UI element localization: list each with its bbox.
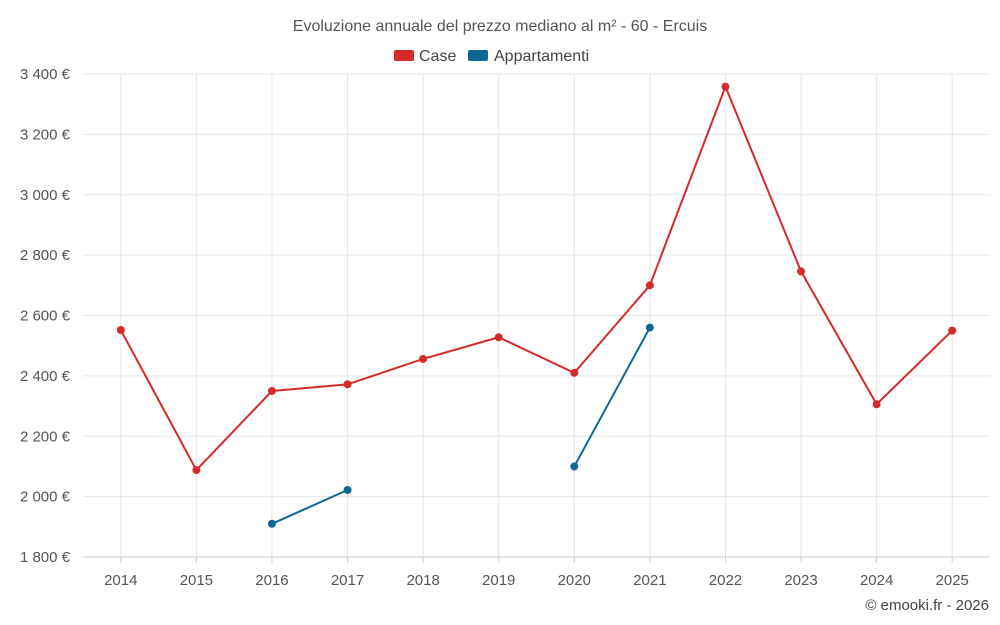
y-tick-label: 3 200 € (20, 126, 71, 143)
x-tick-label: 2017 (331, 572, 364, 589)
x-tick-label: 2014 (104, 572, 137, 589)
data-point-case[interactable] (645, 281, 654, 290)
data-point-case[interactable] (797, 267, 806, 276)
data-point-case[interactable] (872, 400, 881, 409)
data-point-appartamenti[interactable] (570, 462, 579, 471)
x-tick-label: 2022 (709, 572, 742, 589)
y-tick-label: 2 400 € (20, 368, 71, 385)
data-point-case[interactable] (948, 326, 957, 335)
y-tick-label: 2 000 € (20, 489, 71, 506)
data-point-case[interactable] (570, 368, 579, 377)
y-tick-label: 1 800 € (20, 549, 71, 566)
legend-label-appartamenti: Appartamenti (494, 48, 589, 65)
data-point-case[interactable] (419, 354, 428, 363)
series-points (116, 82, 957, 528)
data-point-appartamenti[interactable] (645, 323, 654, 332)
y-tick-label: 2 200 € (20, 428, 71, 445)
y-axis-ticks: 1 800 € 2 000 € 2 200 € 2 400 € 2 600 € 2 800… (20, 66, 71, 566)
data-point-appartamenti[interactable] (267, 519, 276, 528)
x-tick-label: 2016 (255, 572, 288, 589)
series-line-appartamenti (573, 327, 651, 467)
x-tick-label: 2020 (558, 572, 591, 589)
y-tick-label: 2 800 € (20, 247, 71, 264)
x-tick-label: 2024 (860, 572, 893, 589)
series-line-appartamenti (271, 489, 348, 525)
credit-text: © emooki.fr - 2026 (865, 597, 989, 614)
chart-title: Evoluzione annuale del prezzo mediano al… (293, 18, 707, 35)
x-tick-label: 2019 (482, 572, 515, 589)
y-tick-label: 3 000 € (20, 187, 71, 204)
legend-swatch-case (394, 50, 414, 61)
y-tick-label: 3 400 € (20, 66, 71, 83)
legend-item-appartamenti[interactable]: Appartamenti (468, 48, 589, 65)
legend-label-case: Case (419, 48, 456, 65)
data-point-case[interactable] (494, 333, 503, 342)
series-line-case (119, 85, 953, 472)
x-tick-label: 2015 (180, 572, 213, 589)
grid (83, 73, 990, 563)
data-point-case[interactable] (116, 325, 125, 334)
legend: Case Appartamenti (394, 48, 589, 65)
data-point-case[interactable] (192, 466, 201, 475)
legend-item-case[interactable]: Case (394, 48, 456, 65)
data-point-case[interactable] (721, 82, 730, 91)
x-tick-label: 2023 (784, 572, 817, 589)
data-point-appartamenti[interactable] (343, 485, 352, 494)
x-tick-label: 2021 (633, 572, 666, 589)
data-point-case[interactable] (267, 386, 276, 395)
x-axis-ticks: 2014 2015 2016 2017 2018 2019 2020 2021 2022 2023… (104, 572, 969, 589)
data-point-case[interactable] (343, 380, 352, 389)
legend-swatch-appartamenti (468, 50, 488, 61)
series-lines (119, 85, 953, 525)
x-tick-label: 2025 (936, 572, 969, 589)
y-tick-label: 2 600 € (20, 308, 71, 325)
x-tick-label: 2018 (406, 572, 439, 589)
